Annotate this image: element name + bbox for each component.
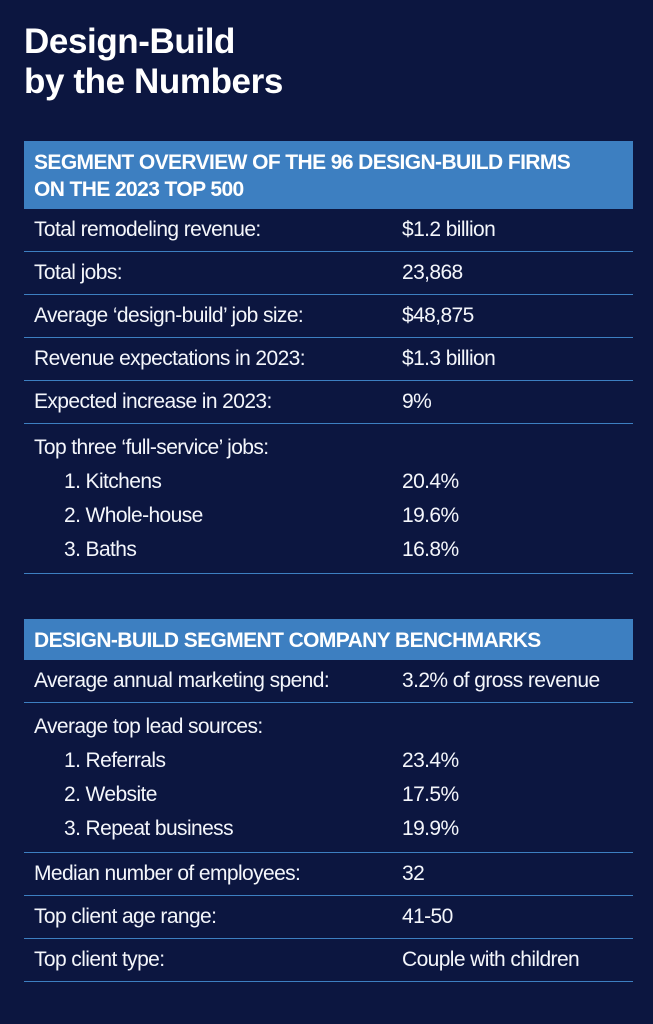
company-benchmarks-section: DESIGN-BUILD SEGMENT COMPANY BENCHMARKS …: [24, 619, 633, 982]
list-item: 1. Referrals 23.4%: [24, 744, 633, 778]
row-label: Total remodeling revenue:: [34, 218, 261, 241]
table-row: Revenue expectations in 2023: $1.3 billi…: [24, 338, 633, 381]
item-label: 2. Whole-house: [64, 504, 203, 527]
item-value: 19.9%: [402, 817, 459, 840]
row-label: Top client age range:: [34, 905, 217, 928]
table-row: Median number of employees: 32: [24, 853, 633, 896]
item-label: 3. Baths: [64, 538, 137, 561]
page-title: Design-Build by the Numbers: [24, 22, 624, 102]
top-jobs-group: Top three ‘full-service’ jobs: 1. Kitche…: [24, 424, 633, 574]
item-label: 3. Repeat business: [64, 817, 234, 840]
company-benchmarks-header: DESIGN-BUILD SEGMENT COMPANY BENCHMARKS: [24, 619, 633, 660]
row-label: Average ‘design-build’ job size:: [34, 304, 304, 327]
list-item: 2. Website 17.5%: [24, 778, 633, 812]
table-row: Total jobs: 23,868: [24, 252, 633, 295]
lead-sources-group: Average top lead sources: 1. Referrals 2…: [24, 703, 633, 853]
row-value: 32: [402, 862, 425, 885]
list-item: Average top lead sources:: [24, 710, 633, 744]
table-row: Average annual marketing spend: 3.2% of …: [24, 660, 633, 703]
list-item: 3. Baths 16.8%: [24, 533, 633, 567]
row-label: Revenue expectations in 2023:: [34, 347, 306, 370]
row-value: 23,868: [402, 261, 463, 284]
list-item: 2. Whole-house 19.6%: [24, 499, 633, 533]
title-line-1: Design-Build: [24, 22, 236, 61]
item-value: 23.4%: [402, 749, 459, 772]
item-value: 20.4%: [402, 470, 459, 493]
list-item: 1. Kitchens 20.4%: [24, 465, 633, 499]
segment-overview-header-line-1: SEGMENT OVERVIEW OF THE 96 DESIGN-BUILD …: [34, 151, 571, 174]
table-row: Total remodeling revenue: $1.2 billion: [24, 209, 633, 252]
segment-overview-header-line-2: ON THE 2023 TOP 500: [34, 178, 244, 201]
title-line-2: by the Numbers: [24, 62, 283, 101]
list-item: 3. Repeat business 19.9%: [24, 812, 633, 846]
item-label: 2. Website: [64, 783, 157, 806]
item-label: 1. Referrals: [64, 749, 166, 772]
group-label: Top three ‘full-service’ jobs:: [34, 436, 269, 459]
row-label: Expected increase in 2023:: [34, 390, 272, 413]
row-label: Top client type:: [34, 948, 165, 971]
table-row: Top client type: Couple with children: [24, 939, 633, 982]
row-value: $48,875: [402, 304, 474, 327]
item-value: 16.8%: [402, 538, 459, 561]
item-value: 17.5%: [402, 783, 459, 806]
row-label: Total jobs:: [34, 261, 123, 284]
row-value: 3.2% of gross revenue: [402, 669, 600, 692]
item-label: 1. Kitchens: [64, 470, 162, 493]
row-label: Average annual marketing spend:: [34, 669, 330, 692]
row-value: $1.3 billion: [402, 347, 496, 370]
segment-overview-section: SEGMENT OVERVIEW OF THE 96 DESIGN-BUILD …: [24, 141, 633, 574]
item-value: 19.6%: [402, 504, 459, 527]
list-item: Top three ‘full-service’ jobs:: [24, 431, 633, 465]
row-value: 41-50: [402, 905, 453, 928]
segment-overview-header: SEGMENT OVERVIEW OF THE 96 DESIGN-BUILD …: [24, 141, 633, 209]
table-row: Top client age range: 41-50: [24, 896, 633, 939]
row-label: Median number of employees:: [34, 862, 301, 885]
row-value: $1.2 billion: [402, 218, 496, 241]
group-label: Average top lead sources:: [34, 715, 263, 738]
row-value: 9%: [402, 390, 432, 413]
company-benchmarks-header-text: DESIGN-BUILD SEGMENT COMPANY BENCHMARKS: [34, 629, 541, 652]
table-row: Average ‘design-build’ job size: $48,875: [24, 295, 633, 338]
table-row: Expected increase in 2023: 9%: [24, 381, 633, 424]
row-value: Couple with children: [402, 948, 580, 971]
